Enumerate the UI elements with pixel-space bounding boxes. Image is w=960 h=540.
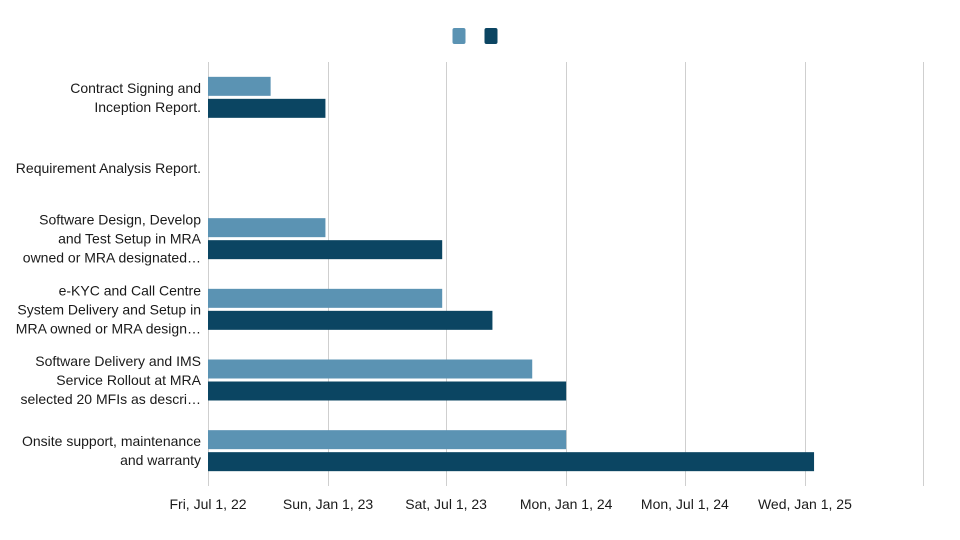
bar-series-1 [208, 76, 271, 96]
category-labels: Contract Signing and Inception Report. Req… [16, 80, 202, 468]
x-axis-tick-labels: Fri, Jul 1, 22 Sun, Jan 1, 23 Sat, Jul 1, … [169, 496, 852, 512]
bar-series-2 [208, 240, 443, 260]
bar-series-1 [208, 218, 326, 238]
legend-swatch [452, 28, 466, 44]
bar-series-1 [208, 359, 533, 379]
x-tick-label: Sat, Jul 1, 23 [405, 496, 487, 512]
legend-swatch [484, 28, 498, 44]
bars [208, 76, 815, 472]
bar-series-2 [208, 452, 815, 472]
category-label: e-KYC and Call Centre System Delivery and… [16, 282, 201, 336]
bar-series-2 [208, 98, 326, 118]
category-label: Onsite support, maintenance and warranty [22, 433, 201, 468]
x-tick-label: Sun, Jan 1, 23 [283, 496, 374, 512]
bar-series-1 [208, 430, 567, 450]
category-label: Contract Signing and Inception Report. [70, 80, 201, 115]
category-label: Software Delivery and IMS Service Rollout… [20, 353, 201, 407]
category-label: Requirement Analysis Report. [16, 160, 201, 176]
legend [452, 28, 498, 44]
category-label: Software Design, Develop and Test Setup i… [23, 212, 202, 266]
x-tick-label: Mon, Jan 1, 24 [520, 496, 613, 512]
x-tick-label: Fri, Jul 1, 22 [169, 496, 246, 512]
bar-series-2 [208, 381, 567, 401]
gridlines [208, 62, 924, 486]
bar-series-2 [208, 310, 493, 330]
x-tick-label: Wed, Jan 1, 25 [758, 496, 852, 512]
x-tick-label: Mon, Jul 1, 24 [641, 496, 729, 512]
bar-series-1 [208, 288, 443, 308]
